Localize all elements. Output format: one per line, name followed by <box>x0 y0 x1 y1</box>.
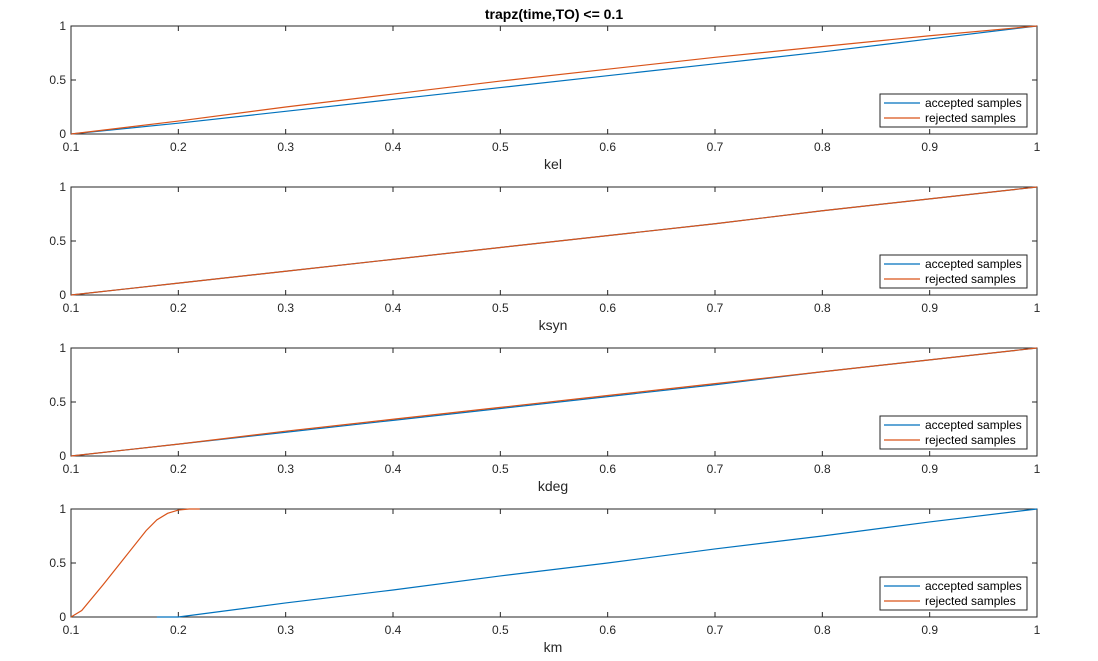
x-tick-label: 1 <box>1034 623 1041 637</box>
x-tick-label: 0.6 <box>599 623 616 637</box>
y-tick-label: 0.5 <box>49 234 66 248</box>
y-tick-label: 0.5 <box>49 556 66 570</box>
x-tick-label: 0.9 <box>921 462 938 476</box>
x-tick-label: 0.4 <box>385 301 402 315</box>
axes-panel-3: 0.1 0.2 0.3 0.4 0.5 0.6 0.7 0.8 0.9 1 0 0.5 1 kdeg acc… <box>49 341 1040 494</box>
legend-entry-rejected: rejected samples <box>925 594 1016 608</box>
x-tick-label: 0.2 <box>170 301 187 315</box>
x-tick-label: 0.4 <box>385 462 402 476</box>
x-tick-label: 0.2 <box>170 623 187 637</box>
y-tick-label: 0 <box>59 610 66 624</box>
legend-box <box>879 254 1028 289</box>
x-tick-label: 0.6 <box>599 301 616 315</box>
axes-panel-4: 0.1 0.2 0.3 0.4 0.5 0.6 0.7 0.8 0.9 1 0 0.5 1 km accep… <box>49 502 1040 655</box>
series-line-accepted <box>70 25 1038 135</box>
x-tick-label: 0.6 <box>599 462 616 476</box>
legend-entry-accepted: accepted samples <box>925 579 1022 593</box>
x-tick-label: 0.1 <box>63 462 80 476</box>
legend-entry-rejected: rejected samples <box>925 111 1016 125</box>
y-tick-label: 0.5 <box>49 395 66 409</box>
x-tick-label: 0.6 <box>599 140 616 154</box>
x-tick-label: 1 <box>1034 462 1041 476</box>
y-tick-label: 0.5 <box>49 73 66 87</box>
x-tick-label: 0.5 <box>492 462 509 476</box>
series-line-rejected <box>70 186 1038 296</box>
x-axis-label: kel <box>544 156 562 172</box>
x-tick-label: 0.2 <box>170 140 187 154</box>
x-tick-label: 0.9 <box>921 623 938 637</box>
y-tick-label: 1 <box>59 341 66 355</box>
x-tick-label: 1 <box>1034 301 1041 315</box>
axes-panel-2: 0.1 0.2 0.3 0.4 0.5 0.6 0.7 0.8 0.9 1 0 0.5 1 ksyn acc… <box>49 180 1040 333</box>
axes-box <box>70 25 1038 135</box>
x-tick-label: 0.5 <box>492 301 509 315</box>
x-tick-label: 0.3 <box>277 301 294 315</box>
x-tick-label: 0.1 <box>63 140 80 154</box>
x-tick-label: 0.3 <box>277 623 294 637</box>
y-tick-label: 1 <box>59 180 66 194</box>
x-tick-label: 0.7 <box>707 462 724 476</box>
x-tick-label: 0.5 <box>492 623 509 637</box>
y-tick-label: 0 <box>59 127 66 141</box>
x-axis-label: kdeg <box>538 478 568 494</box>
x-axis-label: ksyn <box>539 317 568 333</box>
legend-entry-accepted: accepted samples <box>925 418 1022 432</box>
x-tick-label: 0.2 <box>170 462 187 476</box>
x-tick-label: 0.9 <box>921 140 938 154</box>
x-tick-label: 0.3 <box>277 462 294 476</box>
series-line-accepted <box>156 508 1038 618</box>
x-tick-label: 0.8 <box>814 623 831 637</box>
x-tick-label: 0.7 <box>707 623 724 637</box>
y-tick-label: 0 <box>59 288 66 302</box>
axes-panel-1: 0.1 0.2 0.3 0.4 0.5 0.6 0.7 0.8 0.9 1 0 0.5 1 kel acce… <box>49 19 1040 172</box>
legend-entry-accepted: accepted samples <box>925 257 1022 271</box>
x-tick-label: 0.8 <box>814 301 831 315</box>
x-axis-label: km <box>544 639 563 655</box>
series-line-rejected <box>70 25 1038 135</box>
x-tick-label: 0.5 <box>492 140 509 154</box>
y-tick-label: 1 <box>59 19 66 33</box>
x-tick-label: 0.8 <box>814 140 831 154</box>
legend-entry-accepted: accepted samples <box>925 96 1022 110</box>
series-line-rejected <box>70 347 1038 457</box>
x-tick-label: 1 <box>1034 140 1041 154</box>
x-tick-label: 0.1 <box>63 301 80 315</box>
series-line-rejected <box>70 508 200 618</box>
x-tick-label: 0.7 <box>707 301 724 315</box>
figure-title: trapz(time,TO) <= 0.1 <box>485 6 623 22</box>
x-tick-label: 0.4 <box>385 140 402 154</box>
legend-box <box>879 93 1028 128</box>
x-tick-label: 0.8 <box>814 462 831 476</box>
y-tick-label: 0 <box>59 449 66 463</box>
y-tick-label: 1 <box>59 502 66 516</box>
x-tick-label: 0.7 <box>707 140 724 154</box>
legend-entry-rejected: rejected samples <box>925 433 1016 447</box>
legend-entry-rejected: rejected samples <box>925 272 1016 286</box>
x-tick-label: 0.1 <box>63 623 80 637</box>
x-tick-label: 0.9 <box>921 301 938 315</box>
legend-box <box>879 415 1028 450</box>
x-tick-label: 0.3 <box>277 140 294 154</box>
x-tick-label: 0.4 <box>385 623 402 637</box>
legend-box <box>879 576 1028 611</box>
